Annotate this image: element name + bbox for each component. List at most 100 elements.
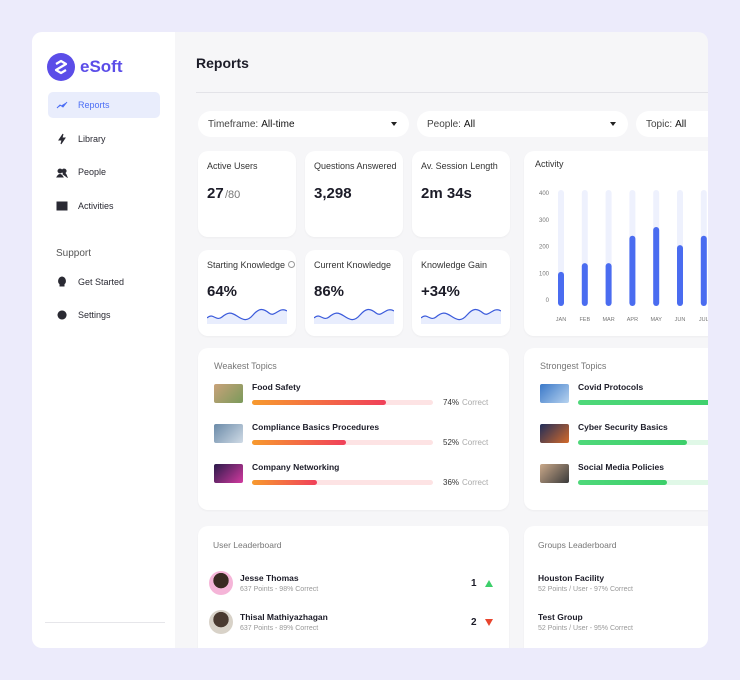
divider (196, 92, 708, 93)
filter-dropdown[interactable]: Topic: All (636, 111, 708, 137)
group-name: Test Group (538, 612, 583, 622)
filter-value: All (675, 119, 687, 130)
topic-name: Company Networking (252, 462, 340, 472)
trend-arrow (485, 619, 493, 626)
nav-icon (58, 276, 66, 287)
filter-value: All (463, 119, 476, 130)
bar (558, 271, 564, 306)
activity-chart: 0 100 200 300 400 JAN FEB MAR APR MAY JUN JUL (539, 190, 708, 323)
nav-item[interactable]: Get Started (78, 277, 125, 287)
topic-image (214, 464, 243, 483)
app: eSoft Reports Library People Activities Supp… (32, 32, 708, 648)
sparkline-area (207, 309, 287, 324)
topic-percent-suffix: Correct (462, 438, 489, 447)
nav-icon-shape (58, 133, 66, 145)
bar (581, 263, 588, 306)
stat-label: Questions Answered (314, 161, 397, 171)
x-tick-label: JUN (675, 317, 686, 323)
filter-text: People: All (427, 119, 475, 130)
x-tick-label: JAN (556, 317, 566, 323)
nav-active-bg (48, 92, 160, 118)
topic-track (252, 480, 433, 485)
nav-item[interactable]: Library (78, 134, 106, 144)
activity-card: Activity 0 100 200 300 400 JAN FEB MAR APR MAY JUN J… (524, 151, 708, 336)
divider (45, 622, 165, 623)
filter-text: Topic: All (646, 119, 686, 130)
topic-name: Food Safety (252, 382, 301, 392)
stat-label: Av. Session Length (421, 161, 498, 171)
topic-image (540, 384, 569, 403)
topic-bar (578, 400, 708, 405)
y-tick-label: 0 (546, 298, 550, 304)
bar (605, 263, 612, 306)
leaderboard-card: User Leaderboard Jesse Thomas 637 Points -… (198, 526, 509, 648)
topic-name: Social Media Policies (578, 462, 664, 472)
leaderboard-card: Groups Leaderboard Houston Facility 52 Poi… (524, 526, 708, 648)
user-rank: 2 (471, 617, 477, 628)
avatar (209, 610, 233, 634)
sidebar: eSoft Reports Library People Activities Supp… (32, 32, 175, 648)
topic-percent: 74% (443, 398, 460, 407)
filter-label: Topic: (646, 119, 673, 130)
support-heading: Support (56, 248, 92, 259)
user-rank: 1 (471, 578, 477, 589)
leaderboard-title: Groups Leaderboard (538, 540, 617, 550)
filter-value: All-time (261, 119, 295, 130)
logo (47, 53, 75, 81)
topic-name: Cyber Security Basics (578, 422, 668, 432)
activity-title: Activity (535, 159, 564, 169)
topic-image (214, 384, 243, 403)
nav-icon-shape (56, 201, 68, 211)
sparkline-line (314, 308, 394, 321)
topics-card: Strongest Topics Covid Protocols Cyber Sec… (524, 348, 708, 510)
avatar (209, 571, 233, 595)
nav-icon-shape (56, 101, 68, 109)
sparkline (207, 308, 287, 324)
user-name: Jesse Thomas (240, 573, 299, 583)
y-tick-label: 400 (539, 191, 550, 197)
nav-icon (56, 201, 68, 211)
user-detail: 637 Points - 98% Correct (240, 586, 319, 593)
sparkline-area (314, 309, 394, 324)
topic-percent-suffix: Correct (462, 398, 489, 407)
filter-dropdown[interactable]: People: All (417, 111, 628, 137)
knowledge-label: Current Knowledge (314, 260, 392, 270)
topic-bar (252, 440, 347, 445)
nav-icon-shape (58, 276, 66, 287)
sparkline-line (421, 308, 501, 321)
x-tick-label: APR (627, 317, 638, 323)
x-tick-label: MAY (650, 317, 662, 323)
group-name: Houston Facility (538, 573, 605, 583)
nav-item[interactable]: Reports (78, 100, 110, 110)
topic-image (540, 464, 569, 483)
knowledge-card: Current Knowledge 86% (305, 250, 403, 336)
topic-bar (252, 400, 386, 405)
topics-title: Weakest Topics (214, 361, 277, 371)
sparkline-line (207, 308, 287, 321)
nav-icon (56, 101, 68, 109)
user-name: Thisal Mathiyazhagan (240, 612, 328, 622)
knowledge-label: Knowledge Gain (421, 260, 488, 270)
filter-dropdown[interactable]: Timeframe: All-time (198, 111, 409, 137)
trend-arrow (485, 580, 493, 587)
caret (610, 122, 616, 126)
knowledge-card: Starting Knowledge 64% (198, 250, 296, 336)
nav-item[interactable]: People (78, 167, 107, 177)
leaderboard-title: User Leaderboard (213, 540, 282, 550)
brand: eSoft (80, 57, 123, 76)
y-tick-label: 200 (539, 245, 550, 251)
topic-bar (578, 440, 687, 445)
filter-label: People: (427, 119, 461, 130)
info-icon (288, 261, 295, 268)
x-tick-label: MAR (602, 317, 614, 323)
nav-item[interactable]: Activities (78, 201, 114, 211)
topic-image (540, 424, 569, 443)
knowledge-card: Knowledge Gain +34% (412, 250, 510, 336)
nav-item[interactable]: Settings (78, 310, 111, 320)
stat-label: Active Users (207, 161, 258, 171)
stat-value: 27 (207, 185, 224, 202)
filter-text: Timeframe: All-time (208, 119, 295, 130)
page-title: Reports (196, 55, 249, 71)
stat-card: Active Users 27/80 (198, 151, 296, 237)
nav-icon-shape (56, 168, 68, 178)
